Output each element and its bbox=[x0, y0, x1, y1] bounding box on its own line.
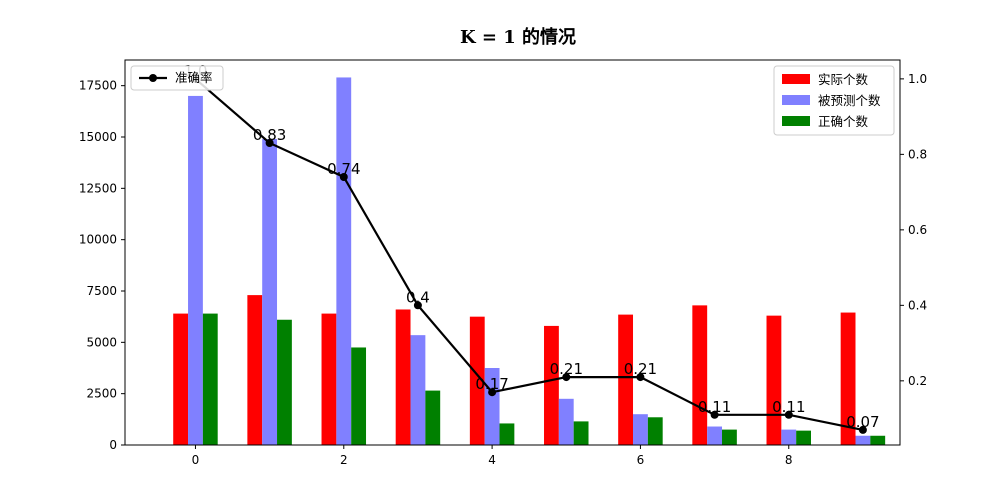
legend-swatch bbox=[782, 116, 810, 126]
accuracy-point bbox=[413, 301, 422, 310]
bar bbox=[262, 139, 278, 446]
legend-line-marker bbox=[149, 74, 157, 82]
accuracy-label: 0.21 bbox=[624, 360, 657, 378]
chart-title: K = 1 的情况 bbox=[460, 26, 576, 48]
accuracy-label: 0.11 bbox=[698, 398, 731, 416]
bar bbox=[202, 313, 218, 445]
bar bbox=[336, 77, 352, 445]
accuracy-point bbox=[562, 373, 571, 382]
y-left-tick-label: 0 bbox=[109, 438, 117, 452]
bar bbox=[855, 435, 871, 445]
bars-layer bbox=[173, 77, 886, 446]
accuracy-label: 0.21 bbox=[550, 360, 583, 378]
data-labels-layer: 1.00.830.740.40.170.210.210.110.110.07 bbox=[184, 62, 880, 431]
bar bbox=[188, 95, 203, 446]
accuracy-label: 0.74 bbox=[327, 160, 360, 178]
bar bbox=[766, 315, 782, 445]
y-right-tick-label: 1.0 bbox=[908, 72, 927, 86]
y-right-tick-label: 0.4 bbox=[908, 298, 927, 312]
bar bbox=[692, 305, 708, 445]
plot-frame bbox=[124, 59, 901, 446]
accuracy-label: 0.11 bbox=[772, 398, 805, 416]
bar bbox=[647, 417, 663, 445]
accuracy-point bbox=[858, 425, 867, 434]
bar bbox=[410, 335, 426, 445]
accuracy-label: 0.4 bbox=[406, 288, 430, 306]
bar bbox=[781, 429, 797, 445]
bar bbox=[173, 313, 189, 445]
bar bbox=[558, 398, 574, 445]
legend-label: 准确率 bbox=[175, 70, 213, 85]
y-left-tick-label: 15000 bbox=[79, 130, 117, 144]
bar bbox=[395, 309, 411, 445]
accuracy-point bbox=[339, 173, 348, 181]
y-left-tick-label: 7500 bbox=[86, 284, 117, 298]
bar bbox=[722, 429, 737, 445]
legend-swatch bbox=[782, 95, 810, 105]
accuracy-label: 0.07 bbox=[846, 413, 879, 431]
accuracy-point bbox=[784, 410, 793, 419]
bar bbox=[469, 316, 485, 445]
x-tick-label: 2 bbox=[340, 453, 348, 467]
bar bbox=[321, 313, 337, 445]
accuracy-line bbox=[194, 78, 864, 431]
y-left-tick-label: 10000 bbox=[79, 233, 117, 247]
x-tick-label: 8 bbox=[785, 453, 793, 467]
line-legend: 准确率 bbox=[130, 65, 224, 91]
legend-label: 被预测个数 bbox=[818, 93, 881, 108]
bar bbox=[633, 414, 648, 445]
bar bbox=[425, 390, 441, 445]
legend-swatch bbox=[782, 74, 810, 84]
y-right-tick-label: 0.2 bbox=[908, 374, 927, 388]
axes-layer: 0 2 4 6 8 0 2500 5000 7500 10000 12500 15000 17500 0.… bbox=[79, 59, 927, 467]
y-left-tick-label: 17500 bbox=[79, 79, 117, 93]
accuracy-point bbox=[265, 139, 274, 147]
bar bbox=[870, 435, 886, 445]
x-tick-label: 6 bbox=[637, 453, 645, 467]
bar bbox=[499, 423, 515, 445]
bar bbox=[840, 312, 856, 445]
bar bbox=[247, 295, 263, 445]
y-left-tick-label: 2500 bbox=[86, 387, 117, 401]
line-legend-box bbox=[130, 65, 224, 91]
legend-label: 正确个数 bbox=[818, 114, 869, 129]
y-left-tick-label: 12500 bbox=[79, 181, 117, 195]
y-right-tick-label: 0.8 bbox=[908, 147, 927, 161]
legend-label: 实际个数 bbox=[818, 72, 869, 87]
bar bbox=[573, 421, 589, 445]
accuracy-line-layer bbox=[191, 74, 867, 434]
bar bbox=[707, 426, 723, 445]
bar bbox=[618, 314, 634, 445]
bar bbox=[351, 347, 367, 445]
accuracy-point bbox=[710, 410, 719, 419]
bar bbox=[277, 319, 292, 445]
accuracy-point bbox=[636, 373, 645, 382]
x-tick-label: 4 bbox=[488, 453, 496, 467]
bar bbox=[544, 325, 559, 445]
y-right-tick-label: 0.6 bbox=[908, 223, 927, 237]
accuracy-label: 0.17 bbox=[475, 375, 508, 393]
x-tick-label: 0 bbox=[192, 453, 200, 467]
accuracy-label: 0.83 bbox=[253, 126, 286, 144]
bar bbox=[796, 430, 811, 445]
accuracy-point bbox=[488, 388, 497, 397]
y-left-tick-label: 5000 bbox=[86, 335, 117, 349]
